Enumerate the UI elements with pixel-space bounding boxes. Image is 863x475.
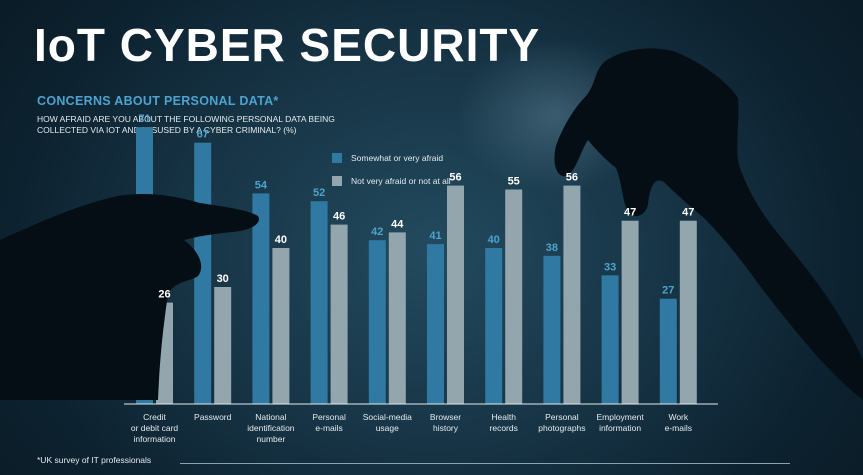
category-label-line: information xyxy=(133,434,175,444)
category-label-7: Personal photographs xyxy=(538,412,585,433)
bar-not-afraid-9 xyxy=(679,220,697,404)
category-label-line: information xyxy=(599,423,641,433)
category-label-line: Work xyxy=(668,412,688,422)
bar-afraid-8 xyxy=(601,275,619,404)
value-labels: 71 26 67 30 54 40 52 46 42 44 41 56 40 55 38 56 33 47 27 47 xyxy=(138,113,694,301)
category-label-4: Social-media usage xyxy=(363,412,412,433)
bar-not-afraid-3 xyxy=(330,224,348,404)
bar-afraid-9 xyxy=(659,298,677,404)
value-label-afraid-6: 40 xyxy=(488,234,500,246)
category-label-8: Employment information xyxy=(596,412,644,433)
bar-afraid-7 xyxy=(543,255,561,404)
category-label-line: Social-media xyxy=(363,412,412,422)
value-label-not-afraid-7: 56 xyxy=(566,172,578,184)
value-label-afraid-5: 41 xyxy=(429,230,441,242)
value-label-afraid-3: 52 xyxy=(313,187,325,199)
legend-swatch-not-afraid xyxy=(332,176,342,186)
bar-not-afraid-2 xyxy=(272,248,290,404)
category-label-line: photographs xyxy=(538,423,585,433)
category-label-line: identification xyxy=(247,423,295,433)
category-label-line: Credit xyxy=(143,412,166,422)
category-label-line: National xyxy=(255,412,286,422)
category-label-line: usage xyxy=(376,423,399,433)
value-label-afraid-7: 38 xyxy=(546,242,558,254)
value-label-afraid-0: 71 xyxy=(138,113,150,125)
value-label-afraid-4: 42 xyxy=(371,226,383,238)
value-label-not-afraid-6: 55 xyxy=(508,176,520,188)
legend-item-afraid: Somewhat or very afraid xyxy=(332,152,451,164)
value-label-not-afraid-3: 46 xyxy=(333,211,345,223)
value-label-not-afraid-5: 56 xyxy=(449,172,461,184)
category-label-3: Personal e-mails xyxy=(312,412,346,433)
category-label-1: Password xyxy=(194,412,232,422)
bar-afraid-5 xyxy=(427,244,444,404)
value-label-not-afraid-0: 26 xyxy=(158,289,170,301)
value-label-not-afraid-1: 30 xyxy=(217,273,229,285)
bar-afraid-2 xyxy=(252,193,270,404)
legend-item-not-afraid: Not very afraid or not at all xyxy=(332,175,451,187)
value-label-not-afraid-2: 40 xyxy=(275,234,287,246)
category-label-line: Browser xyxy=(430,412,461,422)
left-hand-silhouette xyxy=(0,193,259,400)
bar-afraid-4 xyxy=(368,240,386,404)
value-label-afraid-1: 67 xyxy=(197,129,209,141)
category-label-line: e-mails xyxy=(665,423,692,433)
category-label-line: e-mails xyxy=(315,423,342,433)
category-label-line: Password xyxy=(194,412,232,422)
bar-afraid-3 xyxy=(310,201,328,404)
value-label-afraid-9: 27 xyxy=(662,285,674,297)
category-label-line: Personal xyxy=(312,412,346,422)
right-hand-silhouette xyxy=(554,48,863,400)
chart-legend: Somewhat or very afraid Not very afraid … xyxy=(332,152,451,198)
value-label-not-afraid-4: 44 xyxy=(391,218,404,230)
value-label-not-afraid-9: 47 xyxy=(682,207,694,219)
category-label-line: Employment xyxy=(596,412,644,422)
category-label-line: history xyxy=(433,423,459,433)
value-label-afraid-8: 33 xyxy=(604,261,616,273)
value-label-afraid-2: 54 xyxy=(255,179,268,191)
category-label-line: records xyxy=(490,423,518,433)
legend-swatch-afraid xyxy=(332,153,342,163)
legend-label-not-afraid: Not very afraid or not at all xyxy=(351,176,451,186)
bar-not-afraid-7 xyxy=(563,185,581,404)
page-title: IoT CYBER SECURITY xyxy=(34,19,541,71)
footnote: *UK survey of IT professionals xyxy=(37,455,152,465)
category-label-6: Health records xyxy=(490,412,518,433)
legend-label-afraid: Somewhat or very afraid xyxy=(351,153,444,163)
footnote-divider xyxy=(180,463,790,464)
bar-not-afraid-1 xyxy=(214,287,232,404)
survey-question: HOW AFRAID ARE YOU ABOUT THE FOLLOWING P… xyxy=(37,114,335,135)
bar-not-afraid-5 xyxy=(447,185,464,404)
category-label-line: Health xyxy=(491,412,516,422)
value-label-not-afraid-8: 47 xyxy=(624,207,636,219)
category-label-2: National identification number xyxy=(247,412,295,444)
category-label-0: Credit or debit card information xyxy=(131,412,179,444)
bar-not-afraid-4 xyxy=(388,232,406,404)
bar-afraid-6 xyxy=(485,248,503,404)
category-label-9: Work e-mails xyxy=(665,412,692,433)
category-label-line: or debit card xyxy=(131,423,179,433)
hand-silhouettes xyxy=(0,48,863,400)
category-label-5: Browser history xyxy=(430,412,461,433)
bar-not-afraid-6 xyxy=(505,189,523,404)
chart-subtitle: CONCERNS ABOUT PERSONAL DATA* xyxy=(37,94,279,108)
category-label-line: number xyxy=(256,434,285,444)
bar-not-afraid-8 xyxy=(621,220,639,404)
category-label-line: Personal xyxy=(545,412,579,422)
